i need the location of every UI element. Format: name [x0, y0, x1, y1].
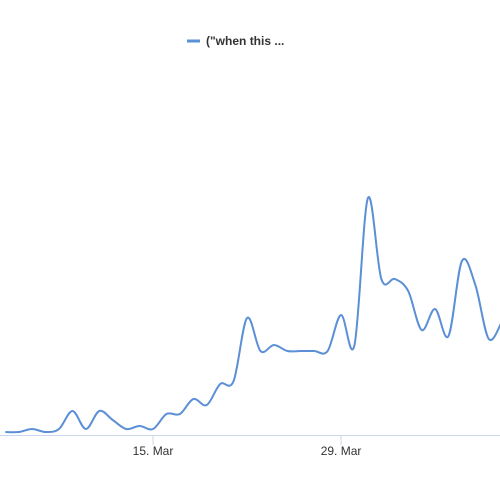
- x-tick-label: 15. Mar: [133, 444, 174, 458]
- legend-label: ("when this ...: [206, 34, 284, 48]
- x-tick-label: 29. Mar: [321, 444, 362, 458]
- series-line: [5, 196, 500, 434]
